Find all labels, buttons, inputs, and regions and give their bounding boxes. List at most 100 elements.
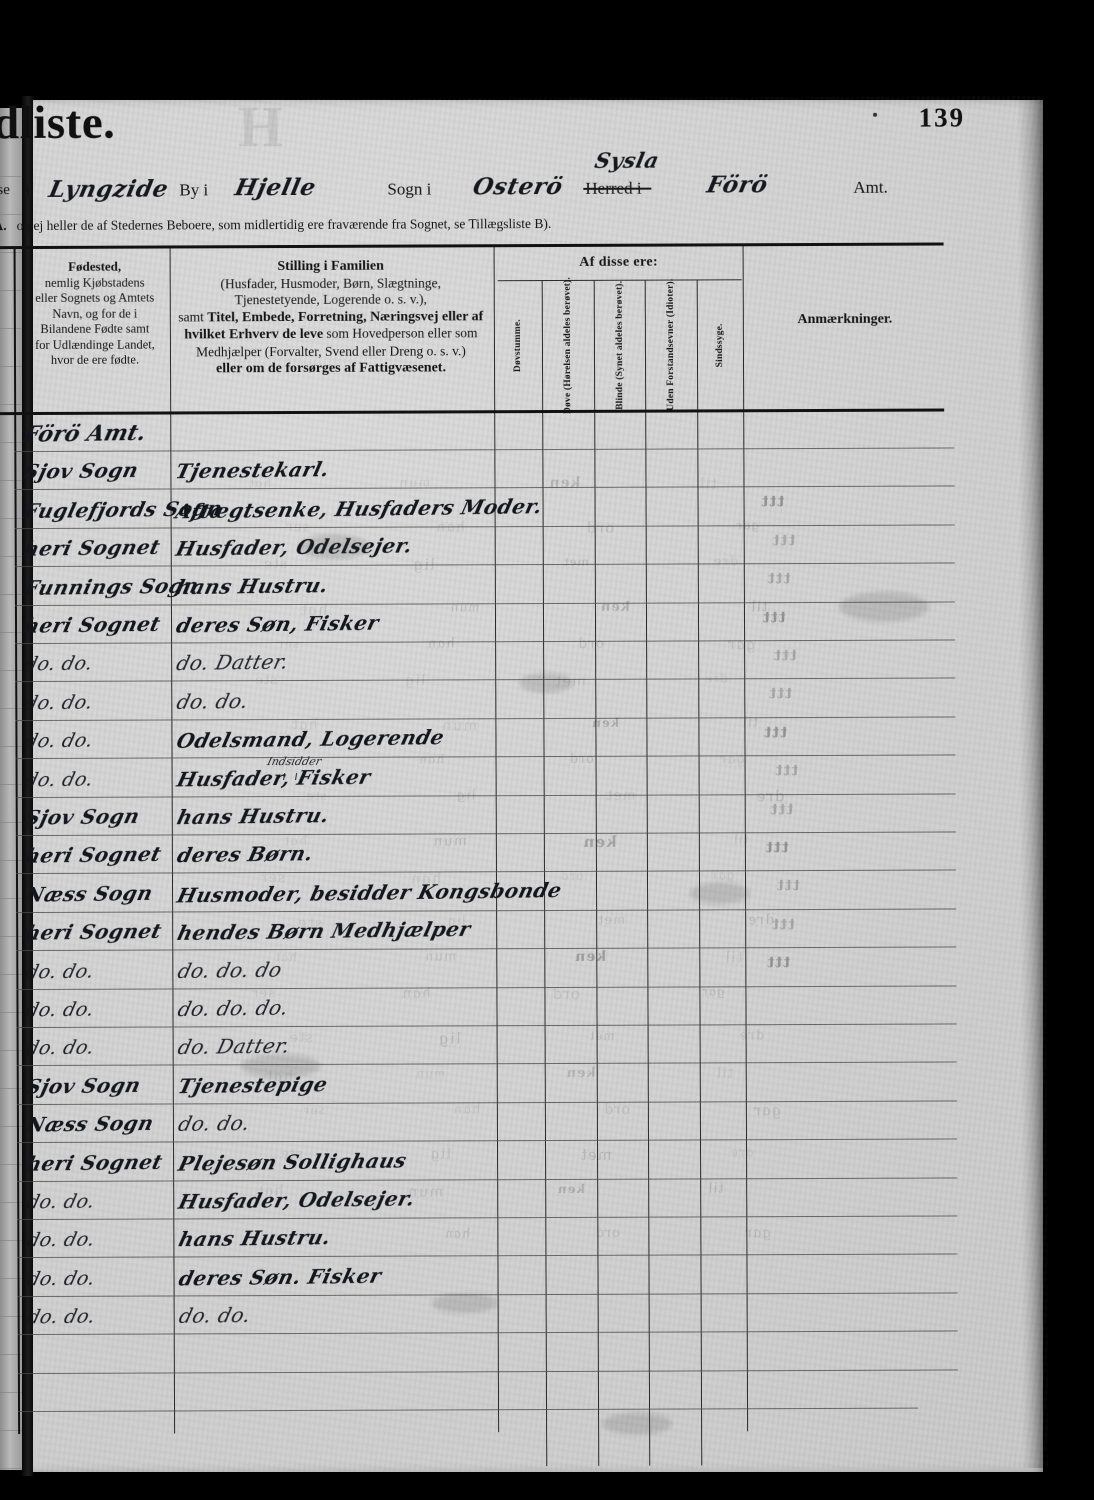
page-number-dot (873, 112, 878, 117)
handwriting-sogn: Osterö (470, 172, 566, 201)
header-blinde-label: Blinde (Synet aldeles berøvet). (614, 280, 625, 410)
header-stilling-l3a: samt (178, 308, 208, 324)
header-fodested-l3: Navn, og for de i (52, 306, 138, 321)
bleed-through-ink: til (705, 1181, 726, 1197)
bleed-through-ink-strong: ttt (771, 646, 799, 665)
label-sogn-i: Sogn i (387, 179, 432, 199)
birthplace-text: Sjov Sogn (21, 458, 141, 485)
birthplace-text: Næss Sogn (23, 880, 156, 907)
subnote-text: og ej heller de af Stedernes Beboere, so… (16, 216, 552, 234)
bleed-through-ink: met (578, 1145, 615, 1164)
bleed-through-ink: ken (555, 1181, 587, 1197)
bleed-through-ink-strong: ttt (772, 761, 801, 780)
birthplace-text: do. do. (24, 1228, 98, 1252)
role-text: do. Datter. (174, 649, 292, 676)
role-text: Tjenestepige (175, 1071, 331, 1099)
paper-smudge (838, 591, 930, 622)
cell-role: deres Børn. (175, 842, 316, 868)
row-rule (15, 793, 956, 798)
birthplace-text: heri Sognet (22, 842, 164, 869)
bleed-through-ink: lig (454, 788, 477, 804)
label-by-i: By i (179, 180, 209, 200)
header-sindssyge-label: Sindssyge. (714, 322, 726, 367)
bleed-through-ink-strong: ttt (774, 876, 802, 895)
paper-smudge (690, 882, 751, 905)
bleed-through-ink-strong: ttt (760, 607, 788, 626)
bleed-through-ink-strong: ttt (769, 530, 798, 549)
header-stilling: Stilling i Familien (Husfader, Husmoder,… (174, 257, 488, 378)
page-number: 139 (918, 102, 966, 133)
cell-birthplace: do. do. (23, 766, 96, 791)
cell-role: Odelsmand, Logerende (174, 725, 446, 753)
role-text: Tjenestekarl. (173, 457, 332, 484)
cell-role: Tjenestekarl. (173, 457, 332, 484)
header-dove: Døve (Hørelsen aldeles berøvet). (543, 277, 594, 414)
table-body: Förö Amt. Sjov Sogn Tjenestekarl. Fuglefjor… (0, 412, 958, 1435)
role-text: Husfader, Odelsejer. (173, 533, 416, 561)
row-rule (17, 1177, 958, 1182)
cell-role: hendes Børn Medhjælper (175, 917, 473, 945)
row-rule (17, 1330, 958, 1336)
bleed-through-ink: til (696, 474, 719, 493)
insertion-caret (282, 772, 298, 780)
page-edge-shadow (1016, 96, 1049, 1469)
row-rule (17, 1215, 958, 1221)
row-rule (14, 524, 955, 529)
bleed-through-ink: lig (436, 1029, 463, 1048)
header-stilling-title: Stilling i Familien (277, 258, 384, 275)
cell-birthplace: Funnings Sogn (22, 573, 201, 600)
bleed-through-ink: ord (592, 1225, 622, 1242)
form-subnote: A. og ej heller de af Stedernes Beboere, … (0, 214, 954, 234)
header-fodested-l4: Bilandene Fødte samt (40, 321, 150, 336)
bleed-through-ink: gar (751, 1100, 784, 1119)
cell-birthplace: heri Sognet (21, 534, 163, 561)
header-stilling-l3b: Titel, Embede, Forretning, Næringsvej el… (207, 308, 484, 325)
bleed-through-ink: til (714, 1064, 736, 1081)
bleed-through-ink-strong: ttt (761, 722, 790, 742)
birthplace-text: Sjov Sogn (23, 1072, 144, 1099)
bleed-through-ink: han (425, 636, 457, 652)
header-dove-label: Døve (Hørelsen aldeles berøvet). (562, 276, 574, 415)
role-text: do. do. (174, 688, 252, 714)
birthplace-text: do. do. (23, 1036, 97, 1060)
header-fodested-l6: hvor de ere fødte. (50, 352, 140, 367)
bleed-through-ink: ken (580, 832, 619, 851)
cell-role: Plejesøn Sollighaus (176, 1148, 409, 1175)
row-rule (17, 1253, 958, 1259)
bleed-through-ink: han (417, 752, 446, 767)
bleed-through-ink: ken (572, 948, 608, 965)
role-text: hans Hustru. (173, 572, 331, 599)
row-rule (14, 562, 955, 568)
birthplace-text: do. do. (24, 1267, 98, 1291)
cell-birthplace: do. do. (22, 651, 96, 676)
handwriting-kommune: Lyngzide (46, 175, 172, 203)
bleed-through-ink-strong: ttt (764, 953, 792, 972)
cell-role: deres Søn. Fisker (176, 1263, 385, 1291)
cell-birthplace: do. do. (24, 1189, 98, 1214)
row-rule (14, 601, 955, 606)
cell-role: do. do. (174, 688, 252, 714)
row-rule (15, 716, 956, 721)
header-sindssyge: Sindssyge. (698, 282, 743, 407)
paper-smudge (519, 672, 574, 694)
label-i-1: i (25, 181, 31, 201)
bleed-through-ink: ord (583, 518, 617, 538)
row-rule (16, 908, 957, 913)
row-rule (16, 1100, 957, 1105)
birthplace-text: heri Sognet (21, 534, 163, 561)
role-text: deres Søn. Fisker (176, 1263, 385, 1291)
interlinear-insertion: Indsidder (265, 754, 323, 768)
birthplace-text: do. do. (22, 652, 96, 676)
row-rule (16, 946, 957, 952)
bleed-through-ink: gar (742, 1225, 774, 1242)
row-rule (17, 1369, 958, 1374)
section-label: Förö Amt. (21, 419, 149, 448)
cell-birthplace: do. do. (23, 728, 96, 753)
birthplace-text: do. do. (24, 1190, 98, 1214)
bleed-through-ink: til (722, 948, 745, 967)
cell-role: hans Hustru. (176, 1225, 333, 1251)
page-title: dliste. (0, 96, 116, 150)
role-text: do. do. (176, 1302, 254, 1329)
bleed-through-ink: gar (716, 751, 748, 768)
row-rule (14, 447, 955, 453)
